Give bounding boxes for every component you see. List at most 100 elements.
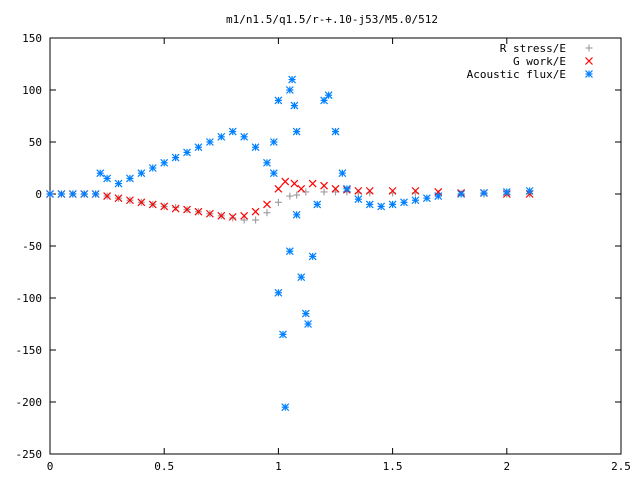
x-tick-label: 1.5 [383,460,403,473]
data-point [172,204,180,212]
data-point [285,86,294,94]
y-tick-label: -200 [16,396,43,409]
data-point [365,200,374,209]
data-point [502,187,511,196]
legend-label: Acoustic flux/E [467,68,566,81]
data-point [290,179,299,188]
data-point [308,179,317,188]
data-point [354,186,363,195]
data-point [126,174,134,183]
y-tick-label: -50 [22,240,42,253]
data-point [286,192,294,200]
data-point [217,211,226,220]
data-point [320,188,328,196]
data-point [96,169,105,178]
data-point [292,210,301,219]
data-point [400,198,408,207]
plot-frame [49,37,622,455]
data-point [103,174,112,183]
data-point [240,216,248,224]
data-point [354,195,363,204]
data-point [301,309,310,318]
data-point [68,190,77,198]
data-point [137,198,146,207]
data-point [313,200,322,209]
legend-marker [585,44,593,52]
x-tick-label: 2 [503,460,510,473]
series-2 [46,75,534,412]
data-point [251,207,260,216]
y-tick-label: 150 [22,32,42,45]
data-point [103,192,112,201]
y-tick-label: 0 [35,188,42,201]
data-point [229,214,237,222]
data-point [194,207,203,216]
data-point [434,192,443,201]
data-point [126,196,134,205]
data-point [297,273,306,282]
data-point [293,191,301,199]
legend-label: G work/E [513,55,566,68]
data-point [205,138,214,146]
data-point [57,190,66,198]
data-point [251,143,260,152]
data-point [240,132,249,141]
data-point [263,200,271,209]
data-point [183,148,191,157]
y-tick-label: -150 [16,344,43,357]
data-point [274,184,283,193]
data-point [274,96,283,105]
data-point [148,200,157,209]
data-point [302,188,310,196]
data-point [228,127,237,136]
legend-label: R stress/E [500,42,566,55]
data-point [285,247,294,256]
data-point [137,169,146,178]
data-point [160,202,169,211]
data-point [365,186,374,195]
data-point [217,132,226,141]
data-point [274,288,283,297]
data-point [281,403,290,412]
data-point [290,101,299,110]
x-tick-label: 2.5 [611,460,631,473]
data-point [114,179,123,188]
data-point [279,330,287,339]
data-point [320,181,329,190]
x-tick-label: 1 [275,460,282,473]
data-point [171,153,180,162]
chart-title: m1/n1.5/q1.5/r-+.10-j53/M5.0/512 [226,13,438,26]
data-point [324,91,333,100]
data-point [91,190,100,198]
data-point [480,189,488,197]
data-point [263,158,271,167]
data-point [263,209,271,217]
legend-marker [585,57,593,65]
data-point [304,320,313,328]
x-tick-label: 0.5 [154,460,174,473]
y-tick-label: -100 [16,292,43,305]
data-marks [46,75,534,412]
data-point [377,202,386,211]
data-point [46,190,54,198]
data-point [80,190,89,198]
data-point [269,138,278,146]
data-point [411,186,420,195]
data-point [252,216,260,224]
data-point [388,186,397,195]
legend-marker [585,70,593,78]
data-point [274,198,282,206]
data-point [525,186,534,195]
data-point [292,127,301,136]
x-tick-label: 0 [47,460,54,473]
data-point [338,169,347,178]
data-point [194,143,203,152]
data-point [281,177,290,186]
data-point [422,194,431,203]
data-point [297,184,306,193]
data-point [240,211,249,220]
y-tick-label: 50 [29,136,42,149]
data-point [308,252,317,261]
